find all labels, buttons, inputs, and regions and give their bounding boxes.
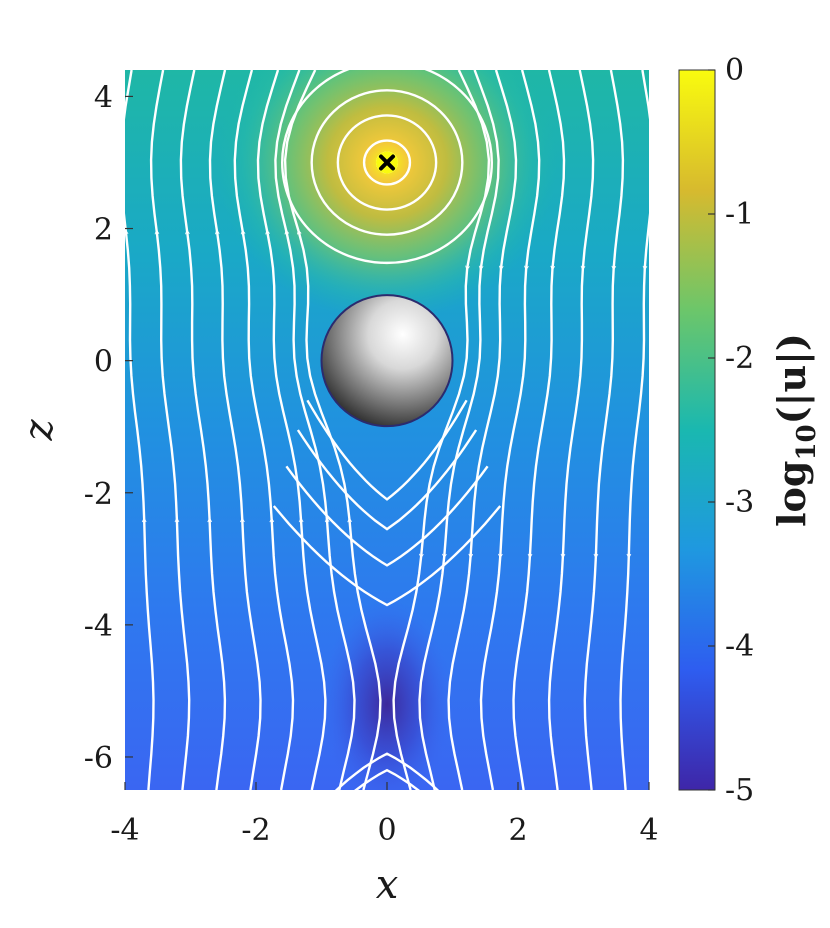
- colorbar-label-post: (|u|): [769, 333, 814, 424]
- source-point-marker: [376, 151, 398, 174]
- streamline-wake: [272, 505, 502, 607]
- streamline-left: [283, 70, 382, 790]
- colorbar-label-sub: 10: [792, 424, 822, 460]
- streamline-bottom: [354, 768, 420, 790]
- y-axis-ticks: 4 2 0 -2 -4 -6: [84, 80, 133, 776]
- streamline-right: [547, 70, 595, 790]
- streamline-bottom: [334, 752, 440, 790]
- streamline-wake: [296, 429, 478, 531]
- x-tick-label: -2: [241, 813, 270, 848]
- x-axis-label: x: [376, 862, 399, 908]
- colorbar-label-pre: log: [769, 461, 814, 527]
- streamline-left: [256, 70, 327, 790]
- x-tick-label: 0: [377, 813, 396, 848]
- y-tick-label: 0: [94, 345, 113, 380]
- colorbar-tick-label: -5: [725, 773, 754, 808]
- streamline-right: [392, 70, 491, 790]
- source-point-x: [379, 154, 395, 171]
- sphere: [320, 294, 454, 428]
- streamline-right: [418, 70, 500, 790]
- colorbar-tick-label: -3: [725, 485, 754, 520]
- streamline-loop: [281, 70, 493, 265]
- streamline-loop: [310, 89, 464, 236]
- colorbar-gradient: [678, 69, 716, 791]
- streamline-loop: [362, 139, 412, 186]
- streamline-right: [479, 70, 541, 790]
- colorbar-tick-label: 0: [725, 53, 744, 88]
- streamline-left: [125, 70, 155, 790]
- streamline-right: [619, 70, 649, 790]
- stagnation-region: [321, 598, 453, 790]
- streamline-left: [179, 70, 227, 790]
- x-tick-label: 4: [639, 813, 658, 848]
- colorbar: 0 -1 -2 -3 -4 -5 log10(|u|): [678, 53, 822, 808]
- y-tick-label: 2: [94, 213, 113, 248]
- streamlines: [125, 70, 649, 790]
- y-tick-label: -2: [84, 477, 113, 512]
- plot-area: [125, 70, 649, 790]
- source-glow: [216, 70, 558, 321]
- streamline-right: [512, 70, 566, 790]
- y-tick-label: 4: [94, 80, 113, 115]
- y-tick-label: -6: [84, 741, 113, 776]
- x-tick-label: 2: [508, 813, 527, 848]
- streamline-left: [274, 70, 356, 790]
- colorbar-label: log10(|u|): [769, 333, 822, 527]
- x-tick-label: -4: [110, 813, 139, 848]
- streamline-left: [233, 70, 295, 790]
- streamline-wake: [285, 465, 489, 567]
- streamline-loop: [336, 114, 438, 211]
- streamline-left: [149, 70, 191, 790]
- x-axis-ticks: -4 -2 0 2 4: [110, 782, 659, 848]
- streamline-left: [208, 70, 262, 790]
- colorbar-ticks: 0 -1 -2 -3 -4 -5: [708, 53, 754, 808]
- colorbar-tick-label: -2: [725, 341, 754, 376]
- streamline-right: [583, 70, 625, 790]
- streamline-right: [447, 70, 518, 790]
- colorbar-tick-label: -4: [725, 629, 754, 664]
- colorbar-tick-label: -1: [725, 197, 754, 232]
- y-axis-label: z: [16, 419, 62, 442]
- field-shading: [216, 70, 558, 790]
- streamline-wake: [306, 399, 468, 501]
- y-tick-label: -4: [84, 609, 113, 644]
